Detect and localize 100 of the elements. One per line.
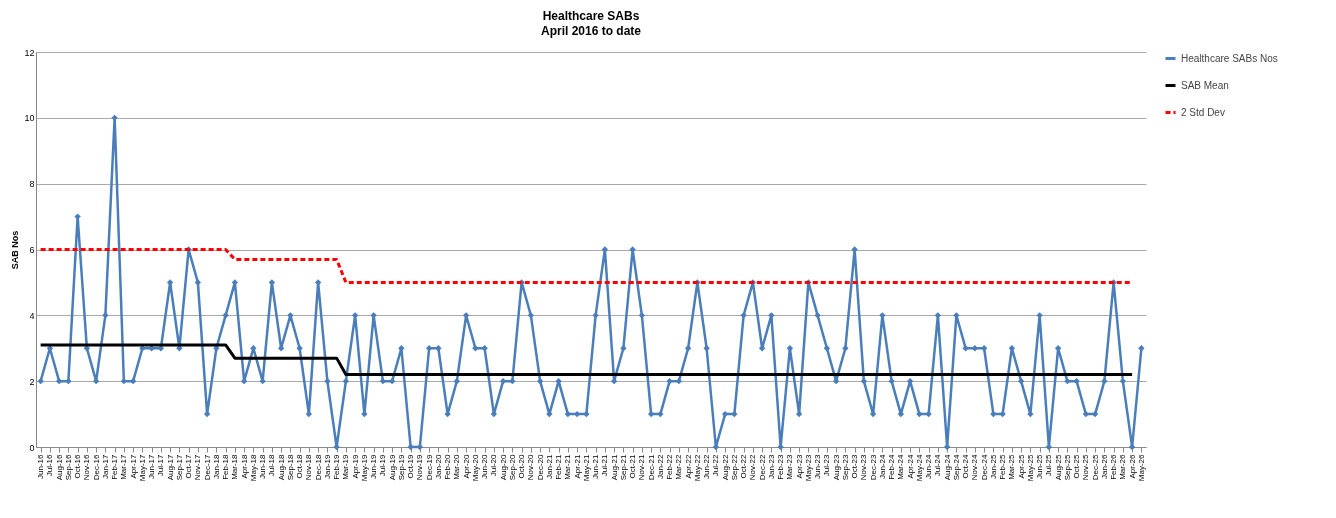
x-tick-label: Sep-20 — [507, 453, 517, 481]
x-tick-label: Jul-19 — [378, 453, 388, 477]
x-tick-label: Aug-20 — [498, 453, 508, 481]
x-tick-label: May-26 — [1136, 453, 1146, 482]
x-tick-label: Nov-24 — [970, 453, 980, 481]
x-tick-label: Jun-18 — [258, 453, 268, 479]
x-tick-label: Jun-16 — [36, 453, 46, 479]
x-tick-label: May-18 — [248, 453, 258, 482]
y-axis-title: SAB Nos — [10, 230, 21, 270]
x-tick-label: Oct-19 — [406, 453, 416, 479]
x-tick-label: Sep-22 — [729, 453, 739, 481]
x-tick-label: Jun-22 — [702, 453, 712, 479]
x-tick-label: Nov-22 — [748, 453, 758, 481]
y-tick-label: 4 — [29, 310, 35, 321]
x-tick-label: Aug-22 — [720, 453, 730, 481]
legend-label: SAB Mean — [1181, 79, 1229, 91]
x-tick-label: May-24 — [914, 453, 924, 482]
chart-subtitle: April 2016 to date — [540, 24, 642, 38]
x-tick-label: Apr-19 — [350, 453, 360, 479]
x-tick-label: Jul-18 — [267, 453, 277, 477]
x-tick-label: Jan-19 — [322, 453, 332, 479]
x-tick-label: Sep-18 — [285, 453, 295, 481]
x-tick-label: Jul-20 — [489, 453, 499, 477]
x-tick-label: Jun-23 — [813, 453, 823, 479]
x-tick-label: Dec-18 — [313, 453, 323, 481]
x-tick-label: Jan-24 — [877, 453, 887, 479]
x-tick-label: Jul-16 — [45, 453, 55, 477]
x-tick-label: Oct-25 — [1072, 453, 1082, 479]
x-tick-label: Jul-17 — [156, 453, 166, 477]
x-tick-label: Aug-24 — [942, 453, 952, 481]
x-tick-label: Dec-20 — [535, 453, 545, 481]
x-tick-label: Feb-18 — [221, 453, 231, 480]
x-tick-label: Nov-21 — [637, 453, 647, 481]
x-tick-label: Nov-25 — [1081, 453, 1091, 481]
x-tick-label: Dec-19 — [424, 453, 434, 481]
x-tick-label: May-23 — [803, 453, 813, 482]
y-tick-label: 8 — [29, 179, 35, 190]
x-tick-label: Oct-17 — [184, 453, 194, 479]
x-tick-label: Nov-18 — [304, 453, 314, 481]
x-tick-label: Feb-25 — [998, 453, 1008, 480]
x-tick-label: Feb-20 — [443, 453, 453, 480]
x-tick-label: Sep-16 — [63, 453, 73, 481]
x-tick-label: Mar-20 — [452, 453, 462, 480]
x-tick-label: Oct-21 — [628, 453, 638, 479]
x-tick-label: Sep-19 — [396, 453, 406, 481]
x-tick-label: Feb-19 — [332, 453, 342, 480]
x-tick-label: Mar-26 — [1118, 453, 1128, 480]
x-tick-label: Nov-20 — [526, 453, 536, 481]
x-tick-label: Jul-23 — [822, 453, 832, 477]
x-tick-label: Jul-24 — [933, 453, 943, 477]
x-tick-label: Feb-21 — [554, 453, 564, 480]
x-tick-label: Aug-16 — [54, 453, 64, 481]
x-tick-label: Jul-25 — [1044, 453, 1054, 477]
y-tick-label: 0 — [29, 442, 35, 453]
x-tick-label: Mar-23 — [785, 453, 795, 480]
x-tick-label: Jan-18 — [211, 453, 221, 479]
x-tick-label: May-22 — [692, 453, 702, 482]
x-tick-label: Apr-18 — [239, 453, 249, 479]
x-tick-label: Apr-20 — [461, 453, 471, 479]
x-tick-label: Jun-25 — [1035, 453, 1045, 479]
x-tick-label: Jun-17 — [147, 453, 157, 479]
x-tick-label: Apr-23 — [794, 453, 804, 479]
x-tick-label: Apr-21 — [572, 453, 582, 479]
x-tick-label: Apr-26 — [1127, 453, 1137, 479]
x-tick-label: Mar-19 — [341, 453, 351, 480]
x-tick-label: May-21 — [581, 453, 591, 482]
x-tick-label: Sep-23 — [840, 453, 850, 481]
x-tick-label: Feb-24 — [887, 453, 897, 480]
y-tick-label: 2 — [29, 376, 35, 387]
x-tick-label: Sep-17 — [174, 453, 184, 481]
x-tick-label: Mar-18 — [230, 453, 240, 480]
x-tick-label: Mar-17 — [119, 453, 129, 480]
x-tick-label: Sep-21 — [618, 453, 628, 481]
x-tick-label: Feb-17 — [110, 453, 120, 480]
x-tick-label: Aug-23 — [831, 453, 841, 481]
x-tick-label: Dec-23 — [868, 453, 878, 481]
x-tick-label: May-25 — [1025, 453, 1035, 482]
x-tick-label: Nov-16 — [82, 453, 92, 481]
x-tick-label: Jul-21 — [600, 453, 610, 477]
x-tick-label: Apr-24 — [905, 453, 915, 479]
x-tick-label: Jun-24 — [924, 453, 934, 479]
x-tick-label: Oct-16 — [73, 453, 83, 479]
x-tick-label: Jun-20 — [480, 453, 490, 479]
x-tick-label: Dec-16 — [91, 453, 101, 481]
x-tick-label: Nov-23 — [859, 453, 869, 481]
legend-label: 2 Std Dev — [1181, 106, 1225, 118]
x-tick-label: Oct-18 — [295, 453, 305, 479]
x-tick-label: Oct-24 — [961, 453, 971, 479]
x-tick-label: Oct-22 — [739, 453, 749, 479]
legend-label: Healthcare SABs Nos — [1181, 52, 1278, 64]
x-tick-label: Mar-21 — [563, 453, 573, 480]
x-tick-label: Jun-19 — [369, 453, 379, 479]
x-tick-label: Dec-22 — [757, 453, 767, 481]
x-tick-label: Jan-23 — [766, 453, 776, 479]
x-tick-label: Oct-23 — [850, 453, 860, 479]
x-tick-label: Jun-21 — [591, 453, 601, 479]
x-tick-label: Aug-19 — [387, 453, 397, 481]
y-tick-label: 12 — [24, 47, 35, 58]
x-tick-label: Dec-24 — [979, 453, 989, 481]
y-tick-label: 6 — [29, 245, 35, 255]
